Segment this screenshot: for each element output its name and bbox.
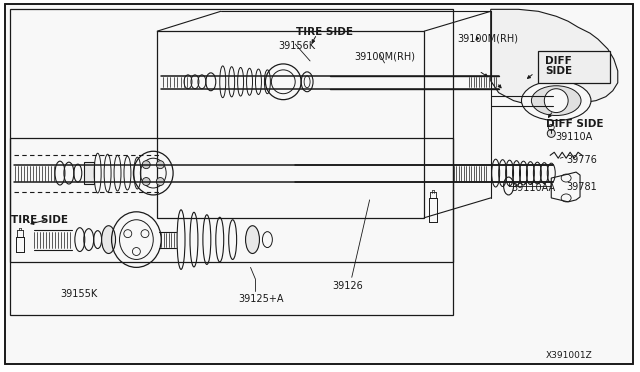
Bar [10,138,453,315]
Text: 39126: 39126 [332,281,363,291]
Ellipse shape [156,177,164,186]
Text: 39100M(RH): 39100M(RH) [457,33,518,43]
Text: DIFF: DIFF [545,56,572,66]
Bar [538,51,610,83]
Ellipse shape [142,161,150,169]
Text: TIRE SIDE: TIRE SIDE [296,27,353,37]
Text: 39156K: 39156K [278,41,316,51]
Text: 39781: 39781 [566,182,597,192]
Bar [157,31,424,218]
Text: X391001Z: X391001Z [546,351,593,360]
Text: 39155K: 39155K [60,289,97,299]
Text: 39776: 39776 [566,155,597,165]
Text: DIFF SIDE: DIFF SIDE [547,119,604,128]
Ellipse shape [102,226,116,253]
Ellipse shape [246,226,259,253]
Ellipse shape [531,86,581,116]
Ellipse shape [156,161,164,169]
Text: 39125+A: 39125+A [239,294,284,304]
Ellipse shape [544,89,568,113]
Ellipse shape [142,177,150,186]
Bar [84,162,93,184]
Bar [10,9,453,262]
Polygon shape [491,9,618,106]
Text: 39110A: 39110A [556,132,593,142]
Text: 39100M(RH): 39100M(RH) [355,51,416,61]
Text: TIRE SIDE: TIRE SIDE [12,215,68,225]
Text: 39110AA: 39110AA [511,183,556,193]
Text: SIDE: SIDE [545,66,572,76]
Ellipse shape [547,129,556,137]
Ellipse shape [522,81,591,121]
